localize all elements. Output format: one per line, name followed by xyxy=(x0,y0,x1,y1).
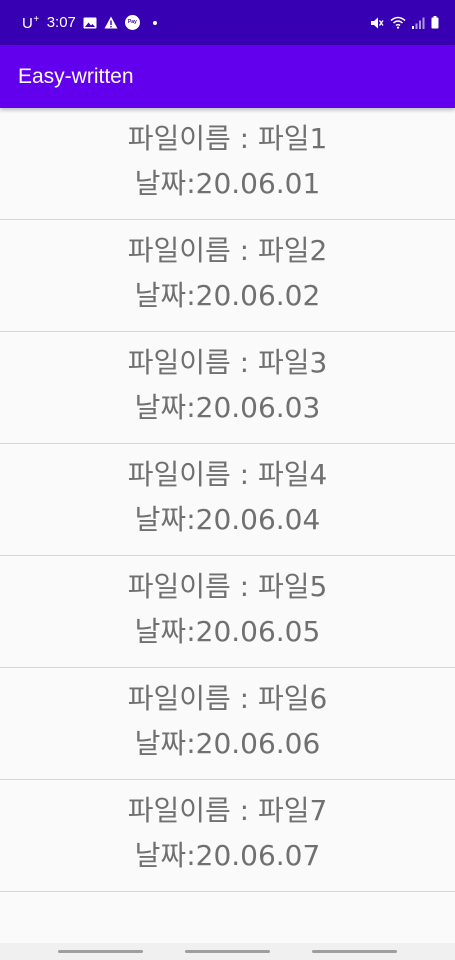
navigation-bar xyxy=(0,943,455,960)
dot-icon xyxy=(152,20,157,25)
file-date-label: 날짜:20.06.06 xyxy=(134,727,321,760)
list-item-file3[interactable]: 파일이름 : 파일3 날짜:20.06.03 xyxy=(0,332,455,444)
pay-icon: Pay xyxy=(124,15,140,30)
recents-handle[interactable] xyxy=(58,950,143,953)
battery-icon xyxy=(431,16,439,29)
status-bar-right xyxy=(370,16,439,30)
file-date-label: 날짜:20.06.07 xyxy=(134,839,321,872)
list-item-file4[interactable]: 파일이름 : 파일4 날짜:20.06.04 xyxy=(0,444,455,556)
file-date-label: 날짜:20.06.04 xyxy=(134,503,321,536)
list-item-file1[interactable]: 파일이름 : 파일1 날짜:20.06.01 xyxy=(0,108,455,220)
file-date-label: 날짜:20.06.01 xyxy=(134,167,321,200)
list-item-file5[interactable]: 파일이름 : 파일5 날짜:20.06.05 xyxy=(0,556,455,668)
list-item-file2[interactable]: 파일이름 : 파일2 날짜:20.06.02 xyxy=(0,220,455,332)
file-name-label: 파일이름 : 파일3 xyxy=(127,346,328,379)
list-item-file6[interactable]: 파일이름 : 파일6 날짜:20.06.06 xyxy=(0,668,455,780)
file-name-label: 파일이름 : 파일7 xyxy=(127,794,328,827)
carrier-label: U+ xyxy=(22,13,40,32)
file-name-label: 파일이름 : 파일2 xyxy=(127,234,328,267)
clock: 3:07 xyxy=(46,14,76,31)
file-name-label: 파일이름 : 파일6 xyxy=(127,682,328,715)
back-handle[interactable] xyxy=(312,950,397,953)
file-name-label: 파일이름 : 파일4 xyxy=(127,458,328,491)
file-date-label: 날짜:20.06.03 xyxy=(134,391,321,424)
file-date-label: 날짜:20.06.05 xyxy=(134,615,321,648)
file-name-label: 파일이름 : 파일5 xyxy=(127,570,328,603)
warning-icon xyxy=(104,16,118,29)
app-title: Easy-written xyxy=(18,64,134,88)
wifi-icon xyxy=(390,16,406,29)
signal-icon xyxy=(412,17,425,29)
list-item-file7[interactable]: 파일이름 : 파일7 날짜:20.06.07 xyxy=(0,780,455,892)
app-bar: Easy-written xyxy=(0,45,455,108)
mute-icon xyxy=(370,16,384,30)
file-list: 파일이름 : 파일1 날짜:20.06.01 파일이름 : 파일2 날짜:20.… xyxy=(0,108,455,892)
file-date-label: 날짜:20.06.02 xyxy=(134,279,321,312)
status-bar-left: U+ 3:07 Pay xyxy=(22,14,157,32)
file-name-label: 파일이름 : 파일1 xyxy=(127,122,328,155)
image-icon xyxy=(83,17,97,29)
home-handle[interactable] xyxy=(185,950,270,953)
status-bar: U+ 3:07 Pay xyxy=(0,0,455,45)
